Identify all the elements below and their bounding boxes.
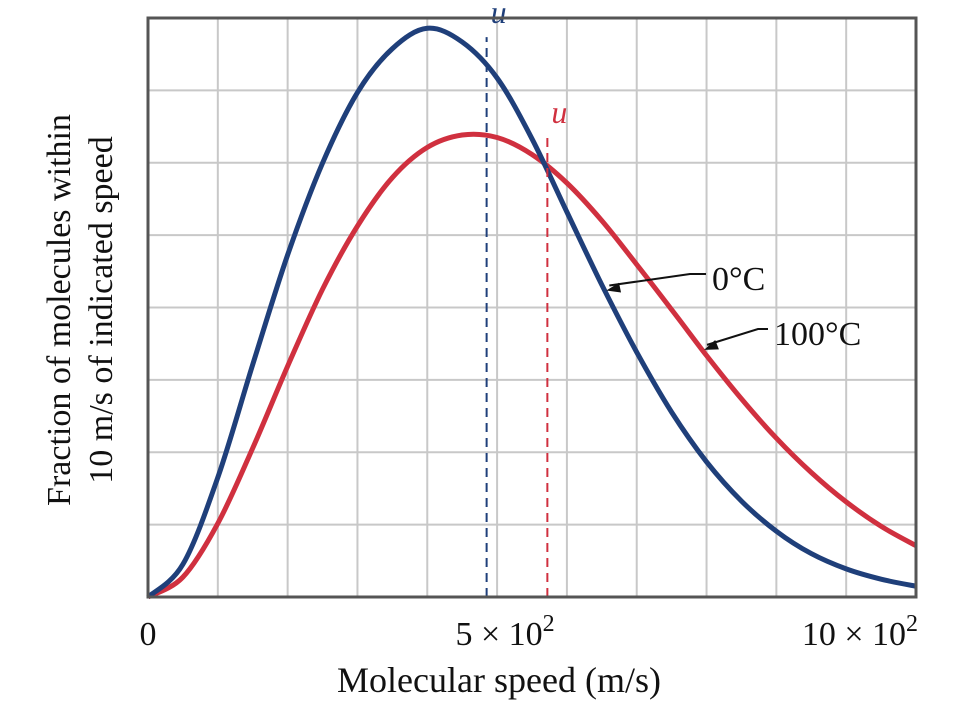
series-0c-arrowhead — [606, 282, 622, 293]
series-layer — [146, 25, 918, 600]
series-100c-leader-line — [706, 328, 768, 346]
x-tick-label: 5 × 102 — [455, 611, 554, 653]
series-0c-leader-line — [609, 273, 706, 287]
x-tick-label: 10 × 102 — [802, 611, 918, 653]
series-0c-legend-label: 0°C — [712, 261, 765, 298]
series-100c-mean-speed-label: u — [551, 94, 567, 130]
plot-frame — [146, 16, 918, 599]
x-tick-labels: 0 5 × 102 10 × 102 — [140, 611, 919, 653]
x-axis-label: Molecular speed (m/s) — [337, 660, 661, 700]
grid — [148, 18, 916, 597]
x-tick-label: 0 — [140, 616, 157, 653]
series-100c-legend-label: 100°C — [774, 316, 861, 353]
y-axis-label-line-1: Fraction of molecules within — [41, 114, 78, 506]
series-100c-arrowhead — [704, 340, 719, 350]
y-axis-label-line-2: 10 m/s of indicated speed — [83, 136, 120, 483]
series-0c-curve — [146, 25, 917, 599]
series-100c-curve — [146, 131, 918, 600]
series-0c-mean-speed-label: u — [491, 0, 507, 30]
